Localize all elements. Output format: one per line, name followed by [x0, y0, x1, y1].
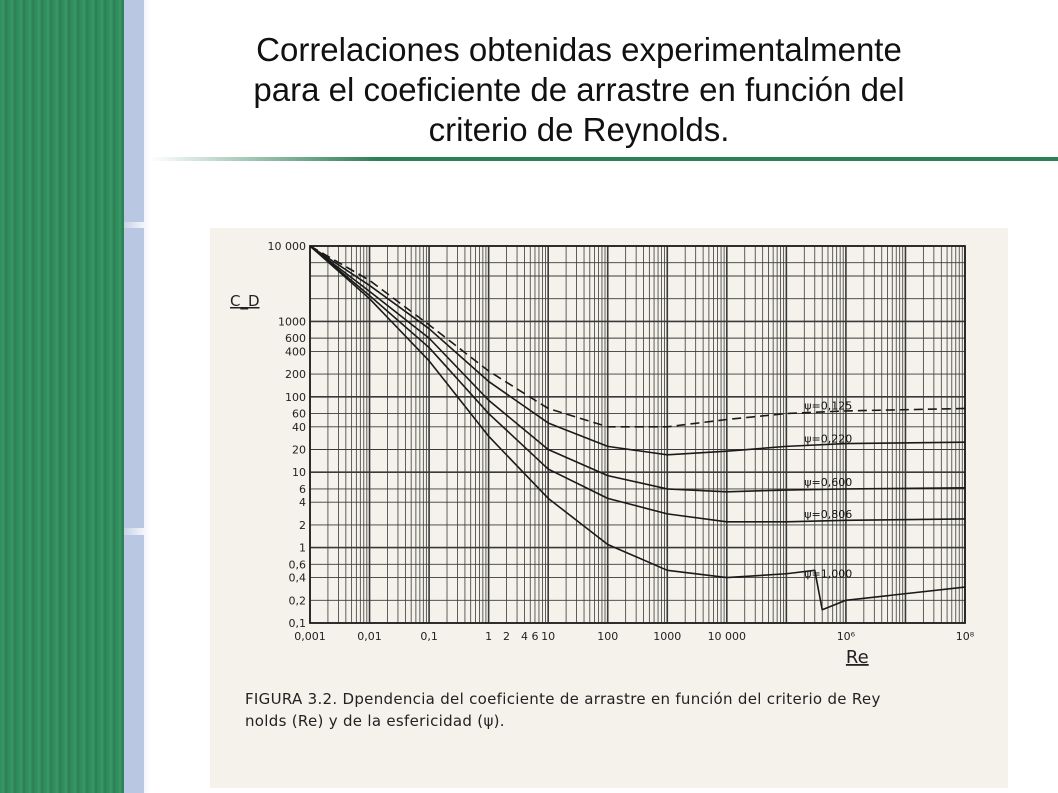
y-tick-label: 10 000 [268, 240, 307, 253]
series-line [309, 245, 966, 611]
x-tick-label: 10 000 [708, 630, 747, 643]
slide-title-line: Correlaciones obtenidas experimentalment… [256, 31, 902, 68]
series-line [309, 245, 966, 493]
series-line [309, 245, 966, 456]
y-tick-label: 200 [285, 368, 306, 381]
y-axis-label: C_D [230, 292, 260, 311]
series-label: ψ=0,806 [804, 508, 852, 521]
decorative-band-bar [124, 0, 144, 222]
figure-caption-line: FIGURA 3.2. Dpendencia del coeficiente d… [245, 690, 881, 708]
x-tick-label: 0,01 [357, 630, 382, 643]
slide-title-line: criterio de Reynolds. [428, 111, 730, 148]
series-label: ψ=1,000 [804, 568, 852, 581]
y-tick-label: 400 [285, 345, 306, 358]
title-divider [150, 157, 1058, 161]
drag-coefficient-chart: 10 00010006004002001006040201064210,60,4… [230, 240, 975, 668]
x-tick-label: 2 [503, 630, 510, 643]
y-tick-label: 10 [292, 466, 306, 479]
y-tick-label: 0,4 [289, 572, 307, 585]
y-tick-label: 6 [299, 483, 306, 496]
y-tick-label: 60 [292, 408, 306, 421]
x-tick-label: 6 [531, 630, 538, 643]
slide-title-line: para el coeficiente de arrastre en funci… [253, 71, 905, 108]
x-tick-label: 10⁸ [956, 630, 975, 643]
y-tick-label: 20 [292, 444, 306, 457]
x-tick-label: 0,001 [294, 630, 326, 643]
slide-title: Correlaciones obtenidas experimentalment… [150, 30, 1008, 150]
y-tick-label: 40 [292, 421, 306, 434]
decorative-band-bar [124, 228, 144, 528]
series-line [309, 245, 966, 428]
x-tick-label: 4 [521, 630, 528, 643]
series-label: ψ=0,220 [804, 432, 852, 445]
x-tick-label: 100 [597, 630, 618, 643]
x-tick-label: 1 [485, 630, 492, 643]
y-tick-label: 2 [299, 519, 306, 532]
y-tick-label: 4 [299, 496, 306, 509]
x-tick-label: 0,1 [420, 630, 438, 643]
series-label: ψ=0,600 [804, 476, 852, 489]
plot-frame [309, 245, 966, 624]
y-tick-label: 1000 [278, 315, 306, 328]
figure-caption: FIGURA 3.2. Dpendencia del coeficiente d… [245, 688, 1005, 732]
y-tick-label: 0,6 [289, 558, 307, 571]
x-axis-label: Re [846, 647, 869, 668]
decorative-green-band [0, 0, 124, 793]
decorative-band-bar [124, 535, 144, 793]
y-tick-label: 600 [285, 332, 306, 345]
x-tick-label: 10⁶ [837, 630, 856, 643]
y-tick-label: 0,2 [289, 594, 307, 607]
series-line [309, 245, 966, 523]
y-tick-label: 100 [285, 391, 306, 404]
y-tick-label: 1 [299, 542, 306, 555]
y-tick-label: 0,1 [289, 617, 307, 630]
series-label: ψ=0,125 [804, 400, 852, 413]
figure-caption-line: nolds (Re) y de la esfericidad (ψ). [245, 712, 505, 730]
x-tick-label: 1000 [653, 630, 681, 643]
x-tick-label: 10 [541, 630, 555, 643]
